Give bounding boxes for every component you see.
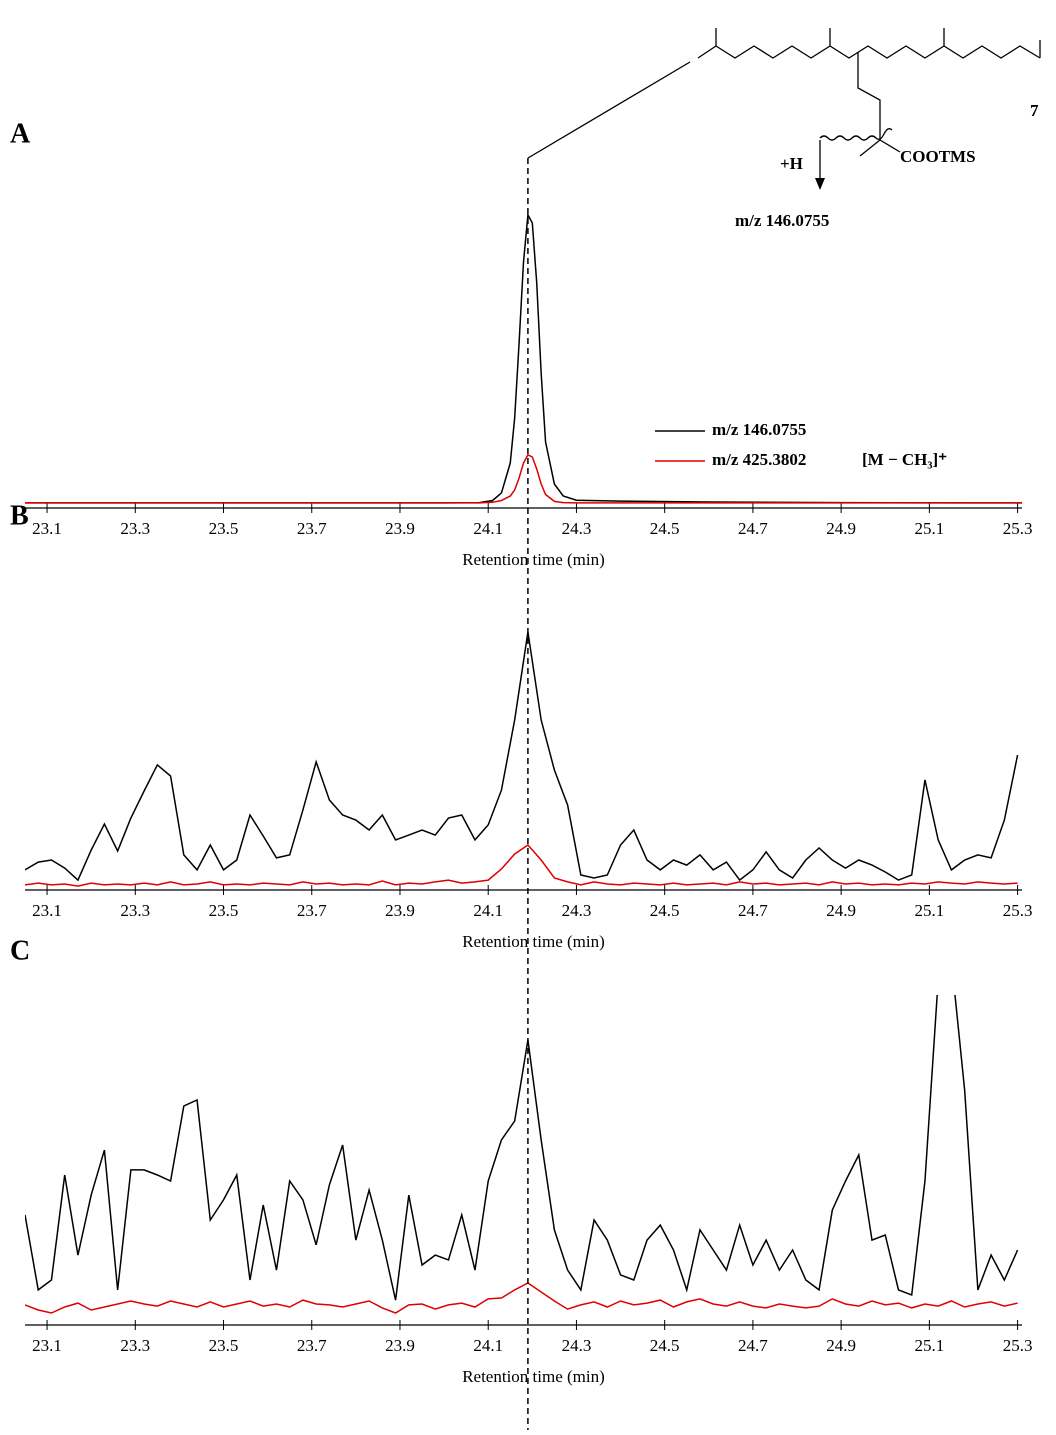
x-tick-label: 24.1 [473,1336,503,1355]
x-axis-label: Retention time (min) [462,550,605,569]
compound-number: 7 [1030,101,1039,120]
x-tick-label: 23.1 [32,519,62,538]
carbon-chain [697,45,1041,59]
series-line [25,844,1018,887]
x-tick-label: 23.5 [209,519,239,538]
x-tick-label: 24.9 [826,519,856,538]
x-tick-label: 23.3 [120,1336,150,1355]
x-axis-label: Retention time (min) [462,1367,605,1386]
group-label: COOTMS [900,147,976,166]
series-line [25,453,1022,504]
legend-label: m/z 425.3802 [712,450,806,469]
x-tick-label: 23.9 [385,901,415,920]
fragment-label: +H [780,154,803,173]
x-tick-label: 25.1 [914,1336,944,1355]
panel-label: B [10,500,29,531]
series-line [25,631,1019,882]
x-tick-label: 24.3 [562,901,592,920]
x-tick-label: 23.1 [32,901,62,920]
x-tick-label: 23.7 [297,519,327,538]
carboxyl-bond [879,139,901,153]
panel-label: C [10,935,30,966]
cleavage-mark [819,128,893,141]
arrow-head [815,178,825,190]
fragment-mz: m/z 146.0755 [735,211,829,230]
series-line [25,1282,1018,1314]
x-tick-label: 24.5 [650,519,680,538]
x-tick-label: 23.7 [297,1336,327,1355]
x-tick-label: 24.1 [473,519,503,538]
x-tick-label: 24.5 [650,901,680,920]
x-tick-label: 23.5 [209,901,239,920]
panel-label: A [10,118,31,149]
x-tick-label: 23.5 [209,1336,239,1355]
x-tick-label: 24.3 [562,519,592,538]
x-tick-label: 25.3 [1003,901,1033,920]
structure: 7 +H COOTMS m/z 146.0755 [527,28,1041,230]
x-tick-label: 23.7 [297,901,327,920]
x-tick-label: 23.9 [385,1336,415,1355]
x-tick-label: 24.7 [738,519,768,538]
x-tick-label: 24.9 [826,1336,856,1355]
x-tick-label: 25.1 [914,901,944,920]
x-tick-label: 24.7 [738,1336,768,1355]
x-tick-label: 23.3 [120,519,150,538]
legend-label: m/z 146.0755 [712,420,806,439]
side-chain [857,52,881,157]
x-tick-label: 25.3 [1003,1336,1033,1355]
x-tick-label: 24.7 [738,901,768,920]
x-tick-label: 25.1 [914,519,944,538]
x-tick-label: 24.1 [473,901,503,920]
x-tick-label: 24.9 [826,901,856,920]
x-axis-label: Retention time (min) [462,932,605,951]
x-tick-label: 24.5 [650,1336,680,1355]
legend-note: [M − CH₃]⁺ [862,450,947,469]
connector [527,61,691,159]
x-tick-label: 23.9 [385,519,415,538]
x-tick-label: 23.1 [32,1336,62,1355]
x-tick-label: 25.3 [1003,519,1033,538]
x-tick-label: 23.3 [120,901,150,920]
series-line [25,995,1019,1301]
x-tick-label: 24.3 [562,1336,592,1355]
